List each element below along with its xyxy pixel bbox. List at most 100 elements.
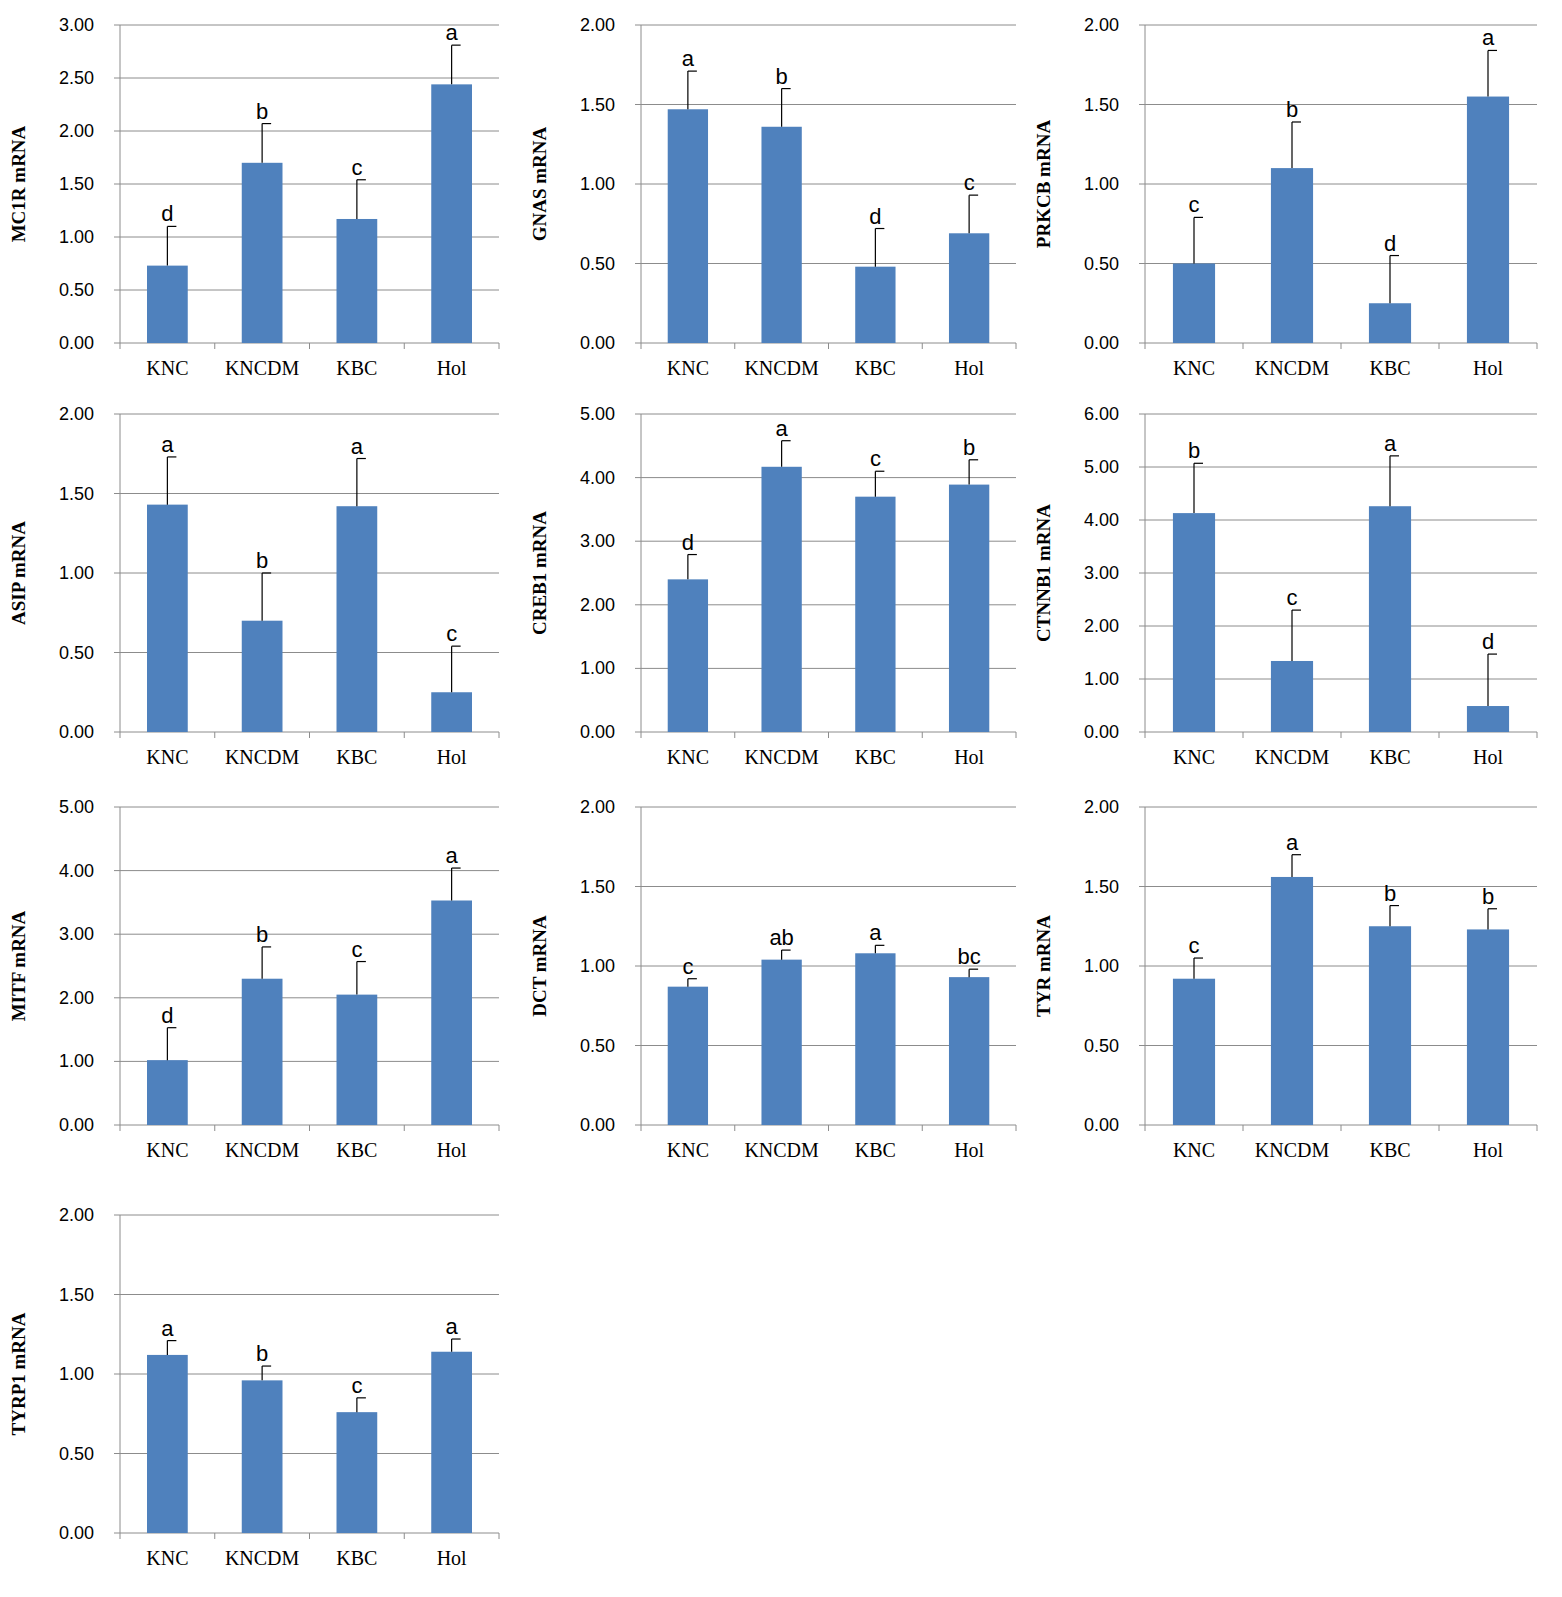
error-bar (1390, 456, 1399, 506)
y-axis (641, 414, 642, 732)
category-label: KBC (336, 746, 377, 768)
category-tick (1439, 1125, 1440, 1131)
tick-mark (1139, 25, 1145, 26)
significance-letter: c (351, 937, 362, 962)
tick-label: 1.00 (1084, 174, 1119, 194)
tick-mark (1139, 807, 1145, 808)
error-line (687, 71, 688, 109)
category-label: Hol (1473, 357, 1503, 379)
error-line (1193, 217, 1194, 263)
panel: 0.000.501.001.502.00abcaKNCKNCDMKBCHolTY… (8, 1205, 499, 1569)
significance-letter: a (161, 432, 174, 457)
error-line (262, 1366, 263, 1380)
grid-line (120, 1215, 499, 1216)
bar (1467, 97, 1509, 343)
error-bar (357, 180, 366, 219)
tick-label: 3.00 (59, 15, 94, 35)
panel: 0.000.501.001.502.00cabbKNCKNCDMKBCHolTY… (1033, 797, 1537, 1161)
error-bar (452, 1339, 461, 1352)
error-bar (969, 969, 978, 977)
tick-mark (635, 886, 641, 887)
y-axis (1145, 807, 1146, 1125)
bar (147, 1355, 188, 1533)
tick-label: 1.00 (59, 1051, 94, 1071)
tick-label: 0.50 (580, 1036, 615, 1056)
category-tick (214, 732, 215, 738)
grid-line (120, 78, 499, 79)
category-tick (309, 732, 310, 738)
tick-mark (114, 414, 120, 415)
category-label: KBC (855, 1139, 896, 1161)
tick-label: 1.00 (59, 563, 94, 583)
category-tick (1341, 732, 1342, 738)
significance-letter: b (256, 548, 268, 573)
tick-mark (1139, 184, 1145, 185)
tick-label: 2.00 (580, 15, 615, 35)
tick-label: 1.00 (580, 658, 615, 678)
category-tick (828, 732, 829, 738)
tick-label: 5.00 (580, 404, 615, 424)
error-bar (262, 573, 271, 621)
grid-line (1145, 886, 1537, 887)
error-bar (688, 555, 697, 580)
bar (337, 506, 378, 732)
tick-label: 2.00 (59, 121, 94, 141)
marks (147, 45, 472, 343)
tick-label: 4.00 (580, 468, 615, 488)
category-label: KBC (336, 357, 377, 379)
tick-label: 1.00 (580, 174, 615, 194)
significance-letter: d (1482, 629, 1494, 654)
bar (761, 127, 801, 343)
tick-label: 1.50 (580, 877, 615, 897)
error-line (1389, 256, 1390, 304)
y-axis (641, 807, 642, 1125)
error-bar (969, 195, 978, 233)
significance-letter: a (1482, 25, 1495, 50)
category-label: KNC (667, 357, 709, 379)
tick-mark (635, 104, 641, 105)
marks (147, 1339, 472, 1533)
tick-label: 1.00 (59, 227, 94, 247)
error-bar (875, 471, 884, 496)
tick-label: 5.00 (59, 797, 94, 817)
bar (668, 109, 708, 343)
bar (242, 979, 283, 1125)
error-bar (1390, 256, 1399, 304)
error-bar (167, 226, 176, 265)
category-tick (922, 732, 923, 738)
marks (1173, 456, 1509, 732)
category-tick (1439, 343, 1440, 349)
tick-mark (114, 131, 120, 132)
tick-mark (114, 493, 120, 494)
category-label: KNC (146, 746, 188, 768)
tick-label: 1.50 (59, 1285, 94, 1305)
tick-mark (114, 237, 120, 238)
tick-mark (114, 807, 120, 808)
y-axis-label: ASIP mRNA (8, 521, 29, 625)
bar (337, 219, 378, 343)
marks (668, 945, 990, 1125)
significance-letter: bc (958, 944, 981, 969)
tick-label: 3.00 (59, 924, 94, 944)
category-tick (1537, 1125, 1538, 1131)
category-tick (499, 732, 500, 738)
bar (1173, 264, 1215, 344)
y-axis (120, 807, 121, 1125)
tick-mark (635, 1125, 641, 1126)
error-bar (782, 950, 791, 960)
category-tick (120, 343, 121, 349)
category-label: KNCDM (225, 357, 300, 379)
error-bar (357, 459, 366, 507)
error-line (875, 229, 876, 267)
tick-mark (635, 263, 641, 264)
category-tick (1537, 732, 1538, 738)
grid-line (120, 493, 499, 494)
bar (1369, 506, 1411, 732)
category-label: Hol (437, 1547, 467, 1569)
y-axis-label: MC1R mRNA (8, 125, 29, 242)
category-tick (1243, 732, 1244, 738)
error-bar (452, 868, 461, 900)
error-bar (1292, 610, 1301, 661)
category-tick (120, 1125, 121, 1131)
error-bar (357, 1398, 366, 1412)
